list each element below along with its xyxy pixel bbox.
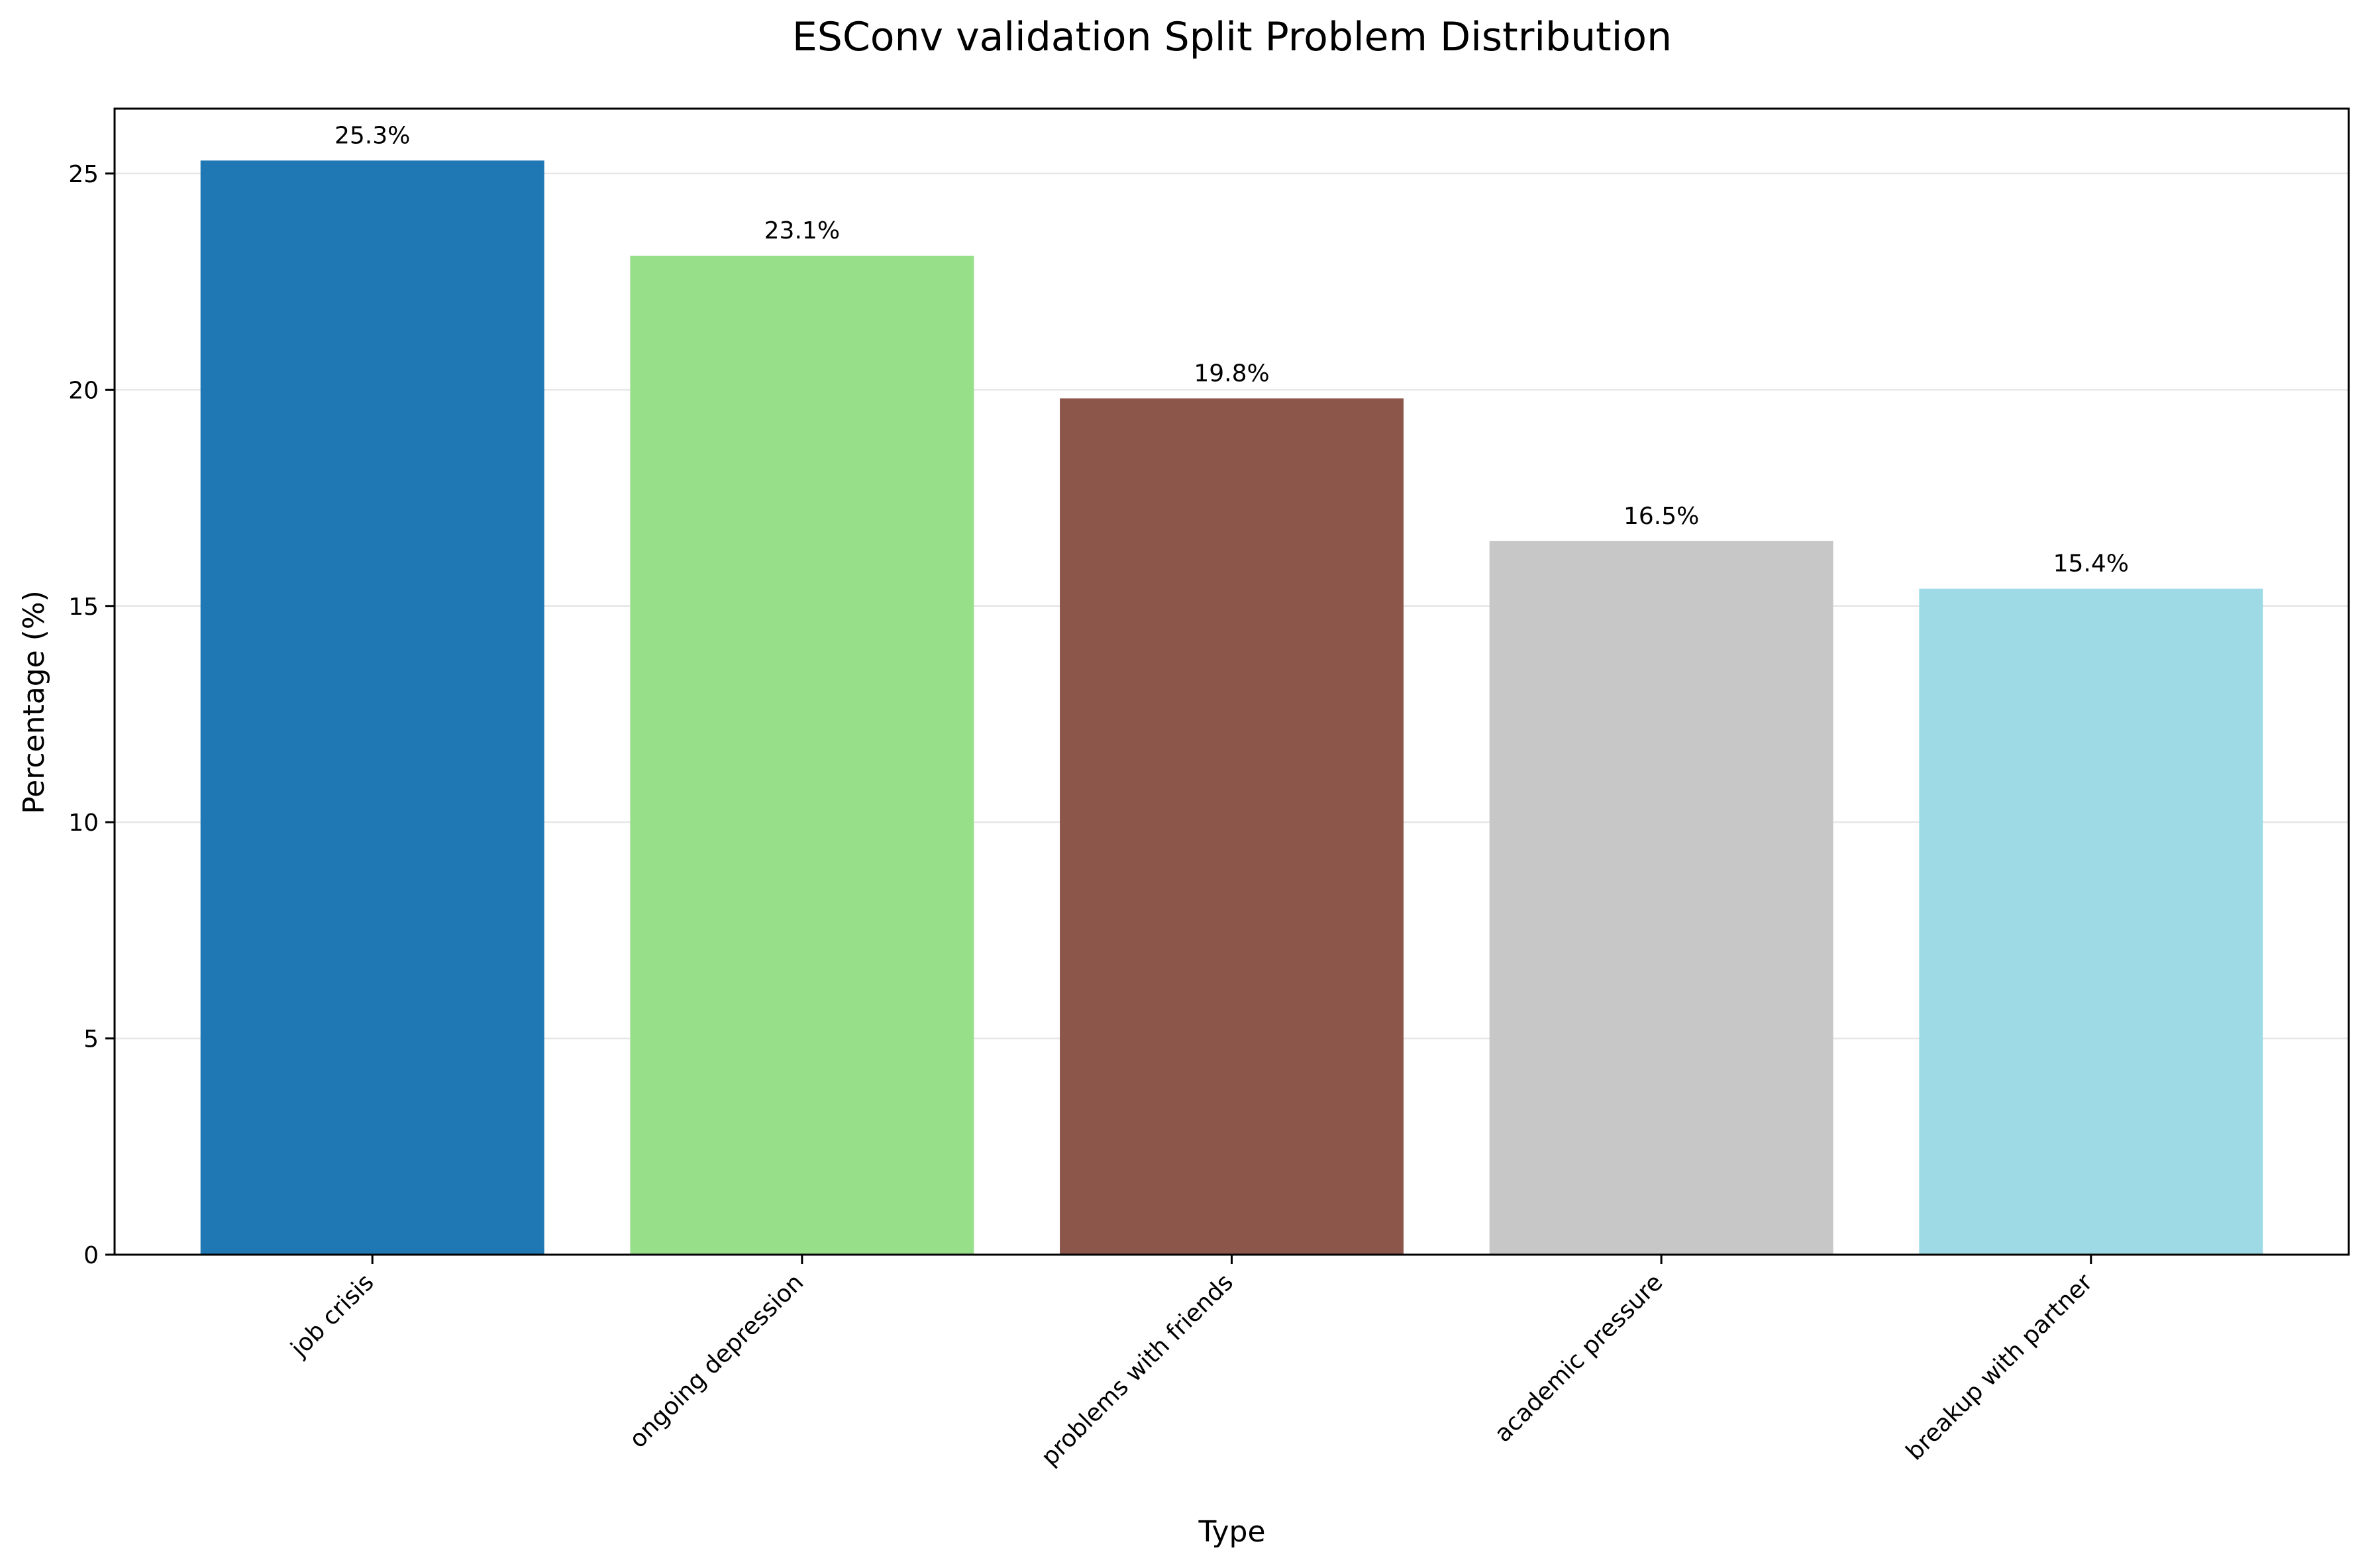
- y-tick-label: 15: [68, 594, 99, 621]
- bar-value-label: 23.1%: [764, 217, 840, 244]
- y-tick-label: 0: [83, 1242, 99, 1269]
- bar-value-label: 15.4%: [2053, 550, 2129, 578]
- y-tick-label: 25: [68, 161, 99, 188]
- bars: [200, 160, 2263, 1255]
- bar-value-label: 16.5%: [1623, 503, 1699, 530]
- y-axis-ticks: 0 5 10 15 20 25: [68, 161, 115, 1269]
- y-tick-label: 5: [83, 1026, 99, 1053]
- bar-problems-with-friends: [1060, 398, 1404, 1255]
- bar-value-label: 19.8%: [1194, 360, 1269, 387]
- bar-ongoing-depression: [630, 255, 974, 1255]
- bar-academic-pressure: [1489, 541, 1833, 1255]
- bar-value-label: 25.3%: [334, 122, 410, 149]
- y-tick-label: 10: [68, 810, 99, 837]
- y-axis-label: Percentage (%): [17, 590, 51, 814]
- data-labels: 25.3% 23.1% 19.8% 16.5% 15.4%: [334, 122, 2129, 577]
- chart-title: ESConv validation Split Problem Distribu…: [792, 14, 1672, 60]
- x-axis-label: Type: [1198, 1515, 1265, 1549]
- bar-job-crisis: [200, 160, 544, 1255]
- bar-breakup-with-partner: [1919, 588, 2263, 1255]
- y-tick-label: 20: [68, 377, 99, 404]
